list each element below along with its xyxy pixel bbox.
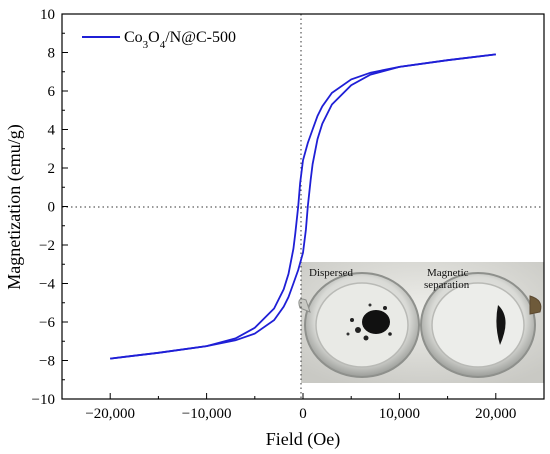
x-tick-label: −20,000 <box>85 406 135 422</box>
y-tick-label: 8 <box>48 46 56 62</box>
x-tick-label: −10,000 <box>182 406 232 422</box>
legend-label-part-3: 4 <box>160 39 166 51</box>
inset-label-magnetic: Magnetic <box>427 267 469 279</box>
inset-label-dispersed: Dispersed <box>309 267 353 279</box>
x-axis-title: Field (Oe) <box>266 429 340 450</box>
y-tick-label: −2 <box>39 238 55 254</box>
legend-label-part-0: Co <box>124 29 143 46</box>
legend-label-part-1: 3 <box>143 39 149 51</box>
x-axis: −20,000 −10,000 0 10,000 20,000 <box>61 393 545 422</box>
y-tick-label: 0 <box>48 200 56 216</box>
x-tick-label: 20,000 <box>475 406 516 422</box>
y-tick-label: 6 <box>48 84 56 100</box>
y-axis: −10 −8 −6 −4 −2 0 2 4 6 8 10 <box>32 7 68 408</box>
y-tick-label: 4 <box>48 123 56 139</box>
y-tick-label: 10 <box>40 7 55 23</box>
legend-label: Co3O4/N@C-500 <box>124 29 236 51</box>
y-tick-label: 2 <box>48 161 56 177</box>
y-tick-label: −8 <box>39 354 55 370</box>
plot-area <box>110 53 496 360</box>
y-tick-label: −10 <box>32 392 55 408</box>
magnetic-separation-beaker <box>420 272 542 378</box>
legend: Co3O4/N@C-500 <box>82 29 236 51</box>
y-tick-label: −4 <box>39 277 55 293</box>
legend-label-part-4: /N@C-500 <box>165 29 236 46</box>
x-tick-label: 0 <box>299 406 307 422</box>
hysteresis-descending-branch <box>110 53 496 360</box>
x-tick-label: 10,000 <box>379 406 420 422</box>
separated-powder <box>496 305 506 345</box>
inset-label-separation: separation <box>424 279 470 291</box>
inset-photo: Dispersed Magnetic separation <box>298 262 544 383</box>
dispersed-powder <box>362 310 390 334</box>
y-axis-title: Magnetization (emu/g) <box>4 124 25 289</box>
y-tick-label: −6 <box>39 315 55 331</box>
legend-label-part-2: O <box>148 29 160 46</box>
hysteresis-ascending-branch <box>110 53 496 360</box>
dispersed-beaker <box>298 272 420 378</box>
